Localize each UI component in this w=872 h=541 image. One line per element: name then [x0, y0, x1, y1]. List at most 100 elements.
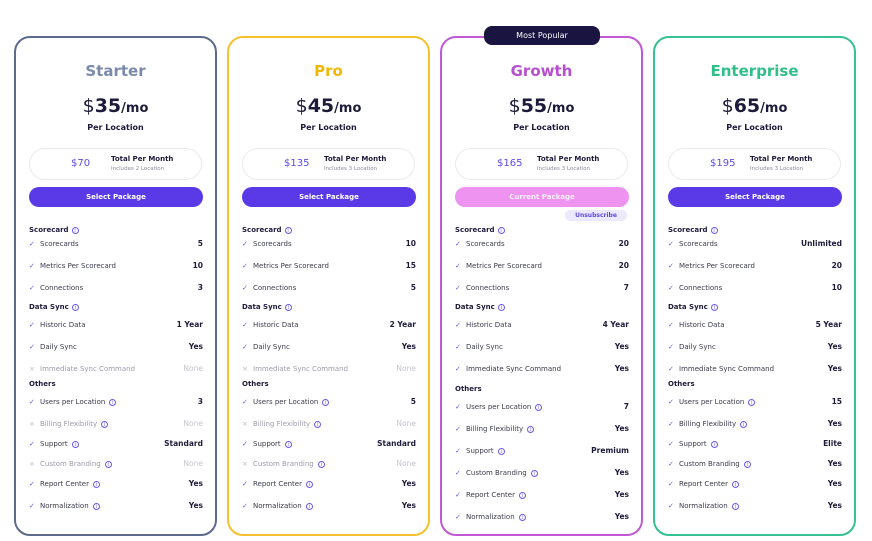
info-icon[interactable]: i — [284, 226, 292, 234]
per-location-label: Per Location — [300, 123, 357, 132]
info-icon[interactable]: i — [740, 420, 748, 428]
info-icon[interactable]: i — [731, 502, 739, 510]
includes-locations: Includes 2 Location — [111, 166, 165, 172]
info-icon[interactable]: i — [305, 502, 313, 510]
info-icon[interactable]: i — [109, 398, 117, 406]
check-icon: ✓ — [242, 284, 248, 292]
info-icon[interactable]: i — [743, 460, 751, 468]
feature-value: 3 — [197, 283, 203, 292]
feature-row: ✓ Daily Sync Yes — [455, 342, 629, 354]
info-icon[interactable]: i — [93, 480, 100, 488]
info-icon[interactable]: i — [519, 491, 526, 499]
feature-value: 15 — [405, 261, 416, 270]
select-package-button[interactable]: Select Package — [668, 187, 842, 207]
info-icon[interactable]: i — [322, 398, 330, 406]
info-icon[interactable]: i — [518, 513, 526, 521]
check-icon: ✓ — [668, 284, 674, 292]
info-icon[interactable]: i — [710, 440, 718, 448]
total-per-month-box: $135 Total Per Month Includes 3 Location — [242, 148, 415, 180]
unsubscribe-button[interactable]: Unsubscribe — [565, 210, 627, 221]
info-icon[interactable]: i — [497, 303, 505, 311]
includes-locations: Includes 3 Location — [324, 166, 378, 172]
info-icon[interactable]: i — [71, 303, 79, 311]
feature-value: Yes — [188, 501, 203, 510]
feature-label: Support i — [40, 440, 79, 448]
info-icon[interactable]: i — [317, 460, 325, 468]
info-icon[interactable]: i — [92, 502, 100, 510]
cross-icon: × — [29, 365, 35, 373]
feature-row: ✓ Normalization i Yes — [668, 501, 842, 513]
section-title: Scorecard — [668, 226, 708, 234]
feature-label: Report Center i — [466, 491, 526, 499]
info-icon[interactable]: i — [71, 440, 79, 448]
feature-row: × Custom Branding i None — [29, 459, 203, 471]
info-icon[interactable]: i — [710, 303, 718, 311]
check-icon: ✓ — [455, 403, 461, 411]
section-data-sync: Data Sync i — [668, 303, 718, 311]
feature-label: Metrics Per Scorecard — [679, 262, 755, 270]
feature-label: Normalization i — [679, 502, 739, 510]
select-package-button[interactable]: Select Package — [242, 187, 416, 207]
feature-row: ✓ Connections 3 — [29, 283, 203, 295]
feature-label: Billing Flexibility i — [40, 420, 109, 428]
check-icon: ✓ — [455, 365, 461, 373]
feature-row: ✓ Normalization i Yes — [29, 501, 203, 513]
feature-value: 15 — [831, 397, 842, 406]
feature-label: Users per Location i — [466, 403, 543, 411]
feature-value: Elite — [823, 439, 842, 448]
info-icon[interactable]: i — [530, 469, 538, 477]
feature-value: Yes — [827, 419, 842, 428]
feature-value: None — [183, 459, 203, 468]
feature-row: ✓ Immediate Sync Command Yes — [455, 364, 629, 376]
info-icon[interactable]: i — [732, 480, 739, 488]
total-amount: $195 — [710, 158, 736, 169]
check-icon: ✓ — [668, 480, 674, 488]
feature-row: ✓ Daily Sync Yes — [29, 342, 203, 354]
feature-row: ✓ Support i Elite — [668, 439, 842, 451]
plan-price: $65/mo — [721, 95, 788, 117]
info-icon[interactable]: i — [497, 226, 505, 234]
info-icon[interactable]: i — [101, 420, 109, 428]
feature-label: Normalization i — [253, 502, 313, 510]
select-package-button[interactable]: Select Package — [29, 187, 203, 207]
feature-row: ✓ Historic Data 2 Year — [242, 320, 416, 332]
info-icon[interactable]: i — [535, 403, 543, 411]
info-icon[interactable]: i — [104, 460, 112, 468]
section-others: Others — [668, 380, 695, 388]
feature-label: Connections — [466, 284, 510, 292]
plan-name: Pro — [314, 62, 343, 80]
plan-price: $45/mo — [295, 95, 362, 117]
feature-row: ✓ Daily Sync Yes — [668, 342, 842, 354]
feature-row: ✓ Users per Location i 3 — [29, 397, 203, 409]
info-icon[interactable]: i — [71, 226, 79, 234]
check-icon: ✓ — [455, 284, 461, 292]
check-icon: ✓ — [455, 425, 461, 433]
info-icon[interactable]: i — [306, 480, 313, 488]
plan-name: Growth — [510, 62, 573, 80]
info-icon[interactable]: i — [284, 303, 292, 311]
info-icon[interactable]: i — [527, 425, 535, 433]
feature-row: ✓ Custom Branding i Yes — [455, 468, 629, 480]
info-icon[interactable]: i — [748, 398, 756, 406]
feature-value: Yes — [827, 364, 842, 373]
feature-value: 3 — [197, 397, 203, 406]
feature-label: Historic Data — [40, 321, 86, 329]
plan-price: $35/mo — [82, 95, 149, 117]
info-icon[interactable]: i — [710, 226, 718, 234]
current-package-button[interactable]: Current Package — [455, 187, 629, 207]
feature-value: Premium — [591, 446, 629, 455]
feature-value: 20 — [831, 261, 842, 270]
feature-row: ✓ Connections 5 — [242, 283, 416, 295]
section-data-sync: Data Sync i — [242, 303, 292, 311]
plan-card-growth: Growth $55/mo Per Location $165 Total Per Mo… — [440, 36, 643, 536]
feature-row: ✓ Immediate Sync Command Yes — [668, 364, 842, 376]
includes-locations: Includes 3 Location — [750, 166, 804, 172]
feature-value: None — [396, 364, 416, 373]
feature-row: ✓ Billing Flexibility i Yes — [668, 419, 842, 431]
section-others: Others — [455, 385, 482, 393]
info-icon[interactable]: i — [497, 447, 505, 455]
check-icon: ✓ — [29, 440, 35, 448]
info-icon[interactable]: i — [314, 420, 322, 428]
feature-row: ✓ Billing Flexibility i Yes — [455, 424, 629, 436]
info-icon[interactable]: i — [284, 440, 292, 448]
